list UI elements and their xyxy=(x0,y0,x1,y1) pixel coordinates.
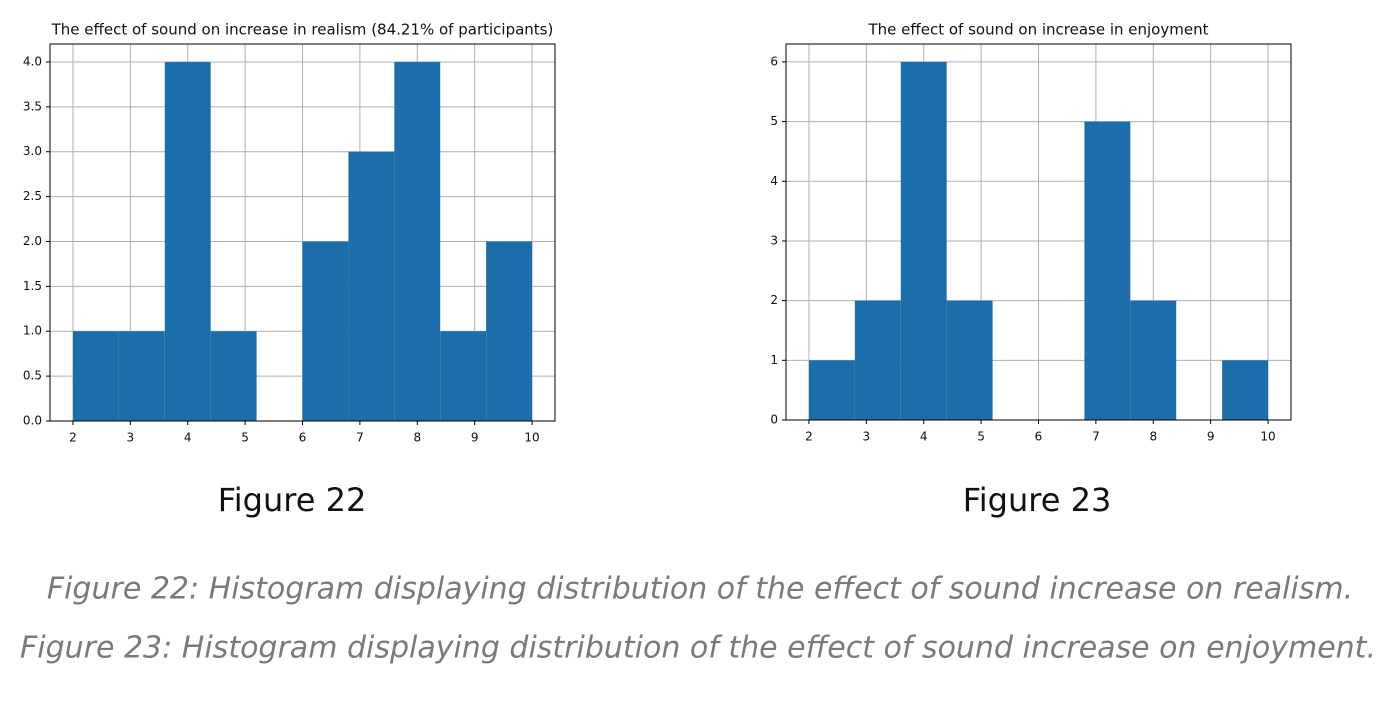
y-tick-label: 4.0 xyxy=(23,54,42,68)
bar xyxy=(1130,300,1177,420)
x-tick-label: 7 xyxy=(1092,430,1100,444)
bar xyxy=(900,61,947,421)
bar xyxy=(348,151,395,421)
y-tick-label: 5 xyxy=(770,114,778,128)
y-tick-label: 1 xyxy=(770,353,778,367)
y-tick-label: 3.5 xyxy=(23,99,42,113)
x-tick-label: 9 xyxy=(1207,430,1215,444)
y-tick-label: 3 xyxy=(770,233,778,247)
x-tick-label: 7 xyxy=(356,431,364,445)
y-tick-label: 0 xyxy=(770,413,778,427)
bar xyxy=(1222,360,1269,420)
caption: Figure 23: Histogram displaying distribu… xyxy=(20,631,1376,666)
x-tick-label: 3 xyxy=(863,430,871,444)
figure-label: Figure 23 xyxy=(963,481,1112,519)
y-tick-label: 0.0 xyxy=(23,414,42,428)
bar xyxy=(946,300,993,420)
bar xyxy=(486,241,533,421)
y-tick-label: 3.0 xyxy=(23,144,42,158)
x-tick-label: 5 xyxy=(241,431,249,445)
x-tick-label: 4 xyxy=(184,431,192,445)
y-tick-label: 0.5 xyxy=(23,369,42,383)
bar xyxy=(210,331,257,421)
bar xyxy=(394,61,441,421)
caption: Figure 22: Histogram displaying distribu… xyxy=(47,572,1353,607)
x-tick-label: 10 xyxy=(524,431,539,445)
x-tick-label: 10 xyxy=(1260,430,1275,444)
bar xyxy=(72,331,119,421)
x-tick-label: 2 xyxy=(69,431,77,445)
bar xyxy=(808,360,855,420)
x-tick-label: 5 xyxy=(977,430,985,444)
x-tick-label: 4 xyxy=(920,430,928,444)
y-tick-label: 1.5 xyxy=(23,279,42,293)
x-tick-label: 9 xyxy=(471,431,479,445)
y-tick-label: 2.5 xyxy=(23,189,42,203)
chart-title: The effect of sound on increase in reali… xyxy=(51,21,554,39)
bar xyxy=(302,241,349,421)
y-tick-label: 1.0 xyxy=(23,324,42,338)
x-tick-label: 6 xyxy=(299,431,307,445)
x-tick-label: 6 xyxy=(1035,430,1043,444)
x-tick-label: 8 xyxy=(413,431,421,445)
x-tick-label: 8 xyxy=(1149,430,1157,444)
axes-frame xyxy=(785,43,1292,421)
y-tick-label: 6 xyxy=(770,54,778,68)
bar xyxy=(854,300,901,420)
y-tick-label: 4 xyxy=(770,174,778,188)
y-tick-label: 2 xyxy=(770,293,778,307)
y-tick-label: 2.0 xyxy=(23,234,42,248)
bar xyxy=(164,61,211,421)
figure-label: Figure 22 xyxy=(218,481,367,519)
bar xyxy=(118,331,165,421)
x-tick-label: 2 xyxy=(805,430,813,444)
chart-title: The effect of sound on increase in enjoy… xyxy=(868,21,1209,39)
bar xyxy=(1084,121,1131,420)
axes-frame xyxy=(49,43,556,422)
bar xyxy=(440,331,487,421)
x-tick-label: 3 xyxy=(127,431,135,445)
